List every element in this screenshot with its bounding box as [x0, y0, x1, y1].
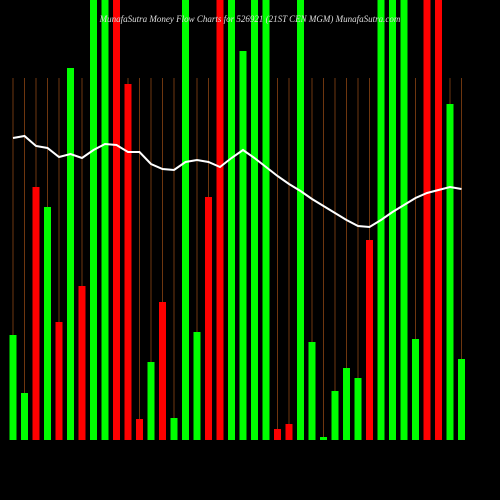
bar	[251, 0, 258, 440]
bar	[78, 286, 86, 440]
bar	[389, 0, 396, 440]
bar	[205, 197, 212, 440]
bar	[262, 0, 270, 440]
chart-title: MunafaSutra Money Flow Charts for 526921…	[99, 14, 401, 24]
bar	[274, 429, 281, 440]
bar	[113, 0, 120, 440]
bar	[239, 51, 247, 440]
bar	[308, 342, 316, 440]
bar	[435, 0, 442, 440]
money-flow-line	[12, 134, 462, 229]
bar	[423, 0, 431, 440]
bar	[55, 322, 63, 440]
bar	[297, 0, 304, 440]
bar	[136, 419, 143, 440]
bar	[32, 187, 40, 440]
bar	[90, 0, 97, 440]
bar	[21, 393, 28, 440]
bar	[343, 368, 350, 440]
bar	[124, 84, 132, 440]
bar	[147, 362, 155, 440]
bar	[228, 0, 235, 440]
bar	[159, 302, 166, 440]
plot-area	[9, 0, 465, 440]
bar	[216, 0, 224, 440]
bar	[366, 240, 373, 440]
bar	[44, 207, 51, 440]
bar	[412, 339, 419, 440]
bar	[400, 0, 408, 440]
bar	[193, 332, 201, 440]
bar	[354, 378, 362, 440]
bar	[320, 437, 327, 440]
bar	[170, 418, 178, 440]
bar	[446, 104, 454, 440]
bar	[285, 424, 293, 440]
bar	[182, 0, 189, 440]
bar	[67, 68, 74, 440]
bar	[458, 359, 465, 440]
bar	[331, 391, 339, 440]
bar	[9, 335, 17, 440]
bar	[101, 0, 109, 440]
